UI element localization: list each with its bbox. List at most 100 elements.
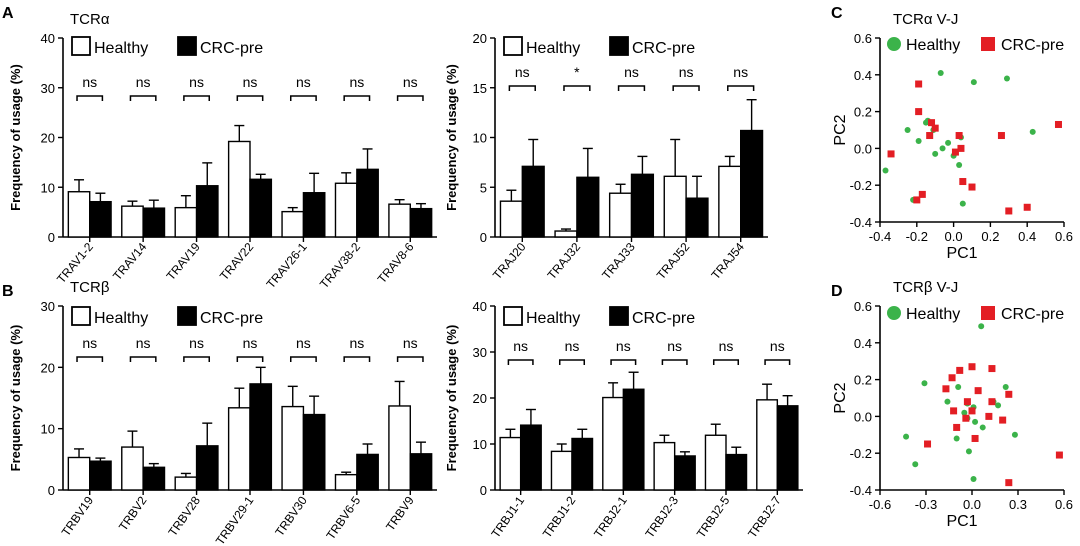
- bar-healthy: [663, 175, 687, 238]
- bar-crc-pre: [576, 176, 600, 238]
- y-tick-label: 0: [48, 483, 55, 498]
- scatter-point-crc-pre: [1023, 203, 1031, 211]
- bar-healthy: [334, 473, 358, 491]
- y-tick-label: 30: [473, 345, 487, 360]
- y-tick-label: -0.2: [850, 178, 872, 193]
- significance-label: ns: [349, 335, 364, 351]
- significance-bracket: [507, 359, 534, 365]
- chart-title: TCRα: [70, 11, 110, 28]
- y-tick-label: 10: [473, 131, 487, 146]
- bar-healthy: [281, 210, 305, 238]
- x-tick-label: TRBJ2-3: [643, 493, 682, 540]
- bar-crc-pre: [356, 453, 379, 491]
- x-tick-label: 0.0: [963, 497, 981, 512]
- legend-marker-crc-pre: [981, 306, 995, 320]
- scatter-point-healthy: [995, 402, 1002, 409]
- x-tick-label: TRBJ2-7: [745, 493, 784, 540]
- scatter-point-healthy: [979, 424, 986, 431]
- y-tick-label: 0.4: [854, 336, 872, 351]
- legend-marker-crc-pre: [981, 37, 995, 51]
- significance-label: ns: [189, 335, 204, 351]
- y-axis-label: Frequency of usage (%): [8, 325, 23, 472]
- significance-bracket: [617, 85, 646, 91]
- legend-label-crc-pre: CRC-pre: [1001, 306, 1064, 323]
- bar-healthy: [756, 399, 779, 491]
- bar-crc-pre: [409, 207, 433, 238]
- bar-chart-a1: TCRα 0 10 20 30 40 Frequency of usage (%) Healt…: [8, 11, 437, 291]
- y-tick-label: 5: [480, 180, 487, 195]
- bar-chart-b2: 0 10 20 30 40 Frequency of usage (%) Healthy CR…: [444, 299, 803, 541]
- x-tick-label: -0.6: [869, 497, 891, 512]
- legend-swatch-crc-pre: [609, 36, 629, 56]
- significance-bracket: [289, 356, 317, 362]
- bar-healthy: [174, 476, 198, 491]
- significance-bracket: [610, 359, 637, 365]
- scatter-point-crc-pre: [959, 178, 967, 186]
- chart-title: TCRβ: [70, 279, 110, 296]
- legend-label-healthy: Healthy: [94, 310, 148, 327]
- significance-label: ns: [667, 338, 682, 354]
- significance-bracket: [558, 359, 586, 365]
- bar-crc-pre: [519, 424, 542, 491]
- significance-label: ns: [679, 64, 694, 80]
- significance-bracket: [236, 95, 264, 101]
- y-tick-label: 30: [41, 81, 55, 96]
- significance-bracket: [183, 95, 211, 101]
- bar-healthy: [174, 206, 198, 238]
- bar-healthy: [704, 434, 727, 491]
- scatter-point-crc-pre: [926, 132, 934, 140]
- scatter-point-healthy: [945, 139, 952, 146]
- x-tick-label: TRBV28: [166, 493, 204, 538]
- scatter-point-crc-pre: [924, 440, 932, 448]
- scatter-point-healthy: [978, 323, 985, 330]
- legend-marker-healthy: [887, 306, 901, 320]
- x-tick-label: TRAV26-1: [264, 240, 310, 291]
- scatter-point-healthy: [965, 448, 972, 455]
- y-tick-label: 0.0: [854, 141, 872, 156]
- y-tick-label: 0.6: [854, 299, 872, 314]
- x-tick-label: 0.6: [1055, 497, 1073, 512]
- scatter-point-crc-pre: [968, 407, 976, 415]
- y-tick-label: 20: [41, 131, 55, 146]
- legend-label-crc-pre: CRC-pre: [200, 310, 263, 327]
- panel-label-a: A: [2, 5, 14, 22]
- significance-label: *: [574, 64, 580, 80]
- legend-label-crc-pre: CRC-pre: [1001, 37, 1064, 54]
- significance-label: ns: [349, 74, 364, 90]
- y-tick-label: 10: [473, 437, 487, 452]
- significance-label: ns: [82, 74, 97, 90]
- scatter-point-healthy: [939, 145, 946, 152]
- x-axis-label: PC1: [946, 513, 977, 530]
- x-axis-label: PC1: [946, 245, 977, 262]
- scatter-point-crc-pre: [974, 387, 982, 395]
- bar-healthy: [602, 396, 625, 491]
- significance-bracket: [289, 95, 317, 101]
- significance-bracket: [712, 359, 740, 365]
- significance-bracket: [76, 356, 104, 362]
- bar-healthy: [608, 192, 633, 238]
- scatter-point-crc-pre: [1005, 479, 1013, 487]
- bar-crc-pre: [571, 437, 594, 491]
- x-tick-label: TRAJ32: [545, 240, 584, 282]
- scatter-point-healthy: [944, 398, 951, 405]
- x-tick-label: TRAV38-2: [317, 240, 363, 291]
- significance-label: ns: [82, 335, 97, 351]
- legend-label-crc-pre: CRC-pre: [632, 40, 695, 57]
- significance-label: ns: [770, 338, 785, 354]
- bar-crc-pre: [89, 460, 112, 491]
- significance-bracket: [76, 95, 104, 101]
- panel-label-b: B: [2, 283, 14, 300]
- significance-bracket: [563, 85, 591, 91]
- significance-bracket: [672, 85, 700, 91]
- chart-title: TCRβ V-J: [893, 279, 958, 296]
- legend-swatch-healthy: [503, 36, 523, 56]
- scatter-point-crc-pre: [913, 196, 921, 204]
- significance-label: ns: [513, 338, 528, 354]
- legend-label-crc-pre: CRC-pre: [200, 40, 263, 57]
- y-tick-label: 20: [41, 360, 55, 375]
- bar-healthy: [550, 450, 573, 491]
- significance-label: ns: [719, 338, 734, 354]
- legend-label-healthy: Healthy: [526, 310, 580, 327]
- x-tick-label: TRBV30: [272, 493, 310, 538]
- scatter-point-healthy: [1029, 128, 1036, 135]
